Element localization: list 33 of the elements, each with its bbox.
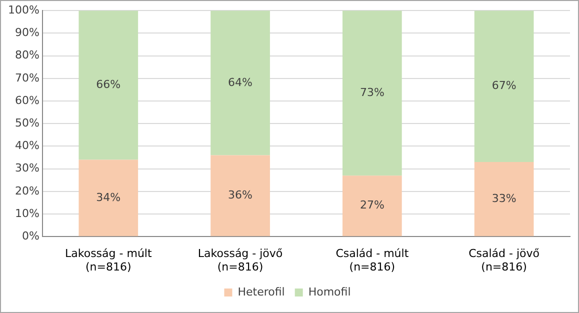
y-tick-label: 0%	[22, 229, 40, 242]
bar	[210, 155, 270, 236]
y-tick-label: 100%	[8, 3, 40, 16]
x-tick-label: Lakosság - múlt (n=816)	[65, 247, 152, 274]
y-tick-label: 10%	[14, 206, 40, 220]
x-tick-label: Lakosság - jövő (n=816)	[198, 247, 283, 274]
bar	[474, 162, 534, 236]
data-label: 67%	[492, 79, 516, 92]
data-label: 27%	[360, 198, 384, 212]
data-label: 73%	[360, 86, 384, 99]
x-tick-label: Család - múlt (n=816)	[336, 247, 410, 274]
x-tick-label: Család - jövő (n=816)	[468, 247, 540, 274]
legend-label: Heterofil	[238, 285, 285, 298]
y-tick-label: 20%	[14, 184, 40, 198]
bar	[342, 10, 402, 176]
data-label: 33%	[492, 192, 516, 205]
y-tick-label: 40%	[14, 139, 40, 152]
y-tick-label: 60%	[14, 94, 40, 107]
y-tick-label: 30%	[14, 162, 40, 175]
data-label: 34%	[96, 190, 121, 204]
bar	[78, 10, 138, 160]
bar	[474, 10, 534, 162]
data-label: 36%	[228, 188, 253, 202]
y-tick-label: 50%	[14, 116, 40, 130]
y-tick-label: 70%	[14, 71, 40, 84]
y-tick-label: 90%	[14, 26, 40, 40]
y-tick-label: 80%	[14, 48, 40, 62]
bar	[210, 10, 270, 156]
legend-label: Homofil	[308, 285, 351, 298]
bar	[78, 160, 138, 236]
data-label: 66%	[96, 78, 121, 92]
bar	[342, 176, 402, 236]
data-label: 64%	[228, 76, 253, 89]
